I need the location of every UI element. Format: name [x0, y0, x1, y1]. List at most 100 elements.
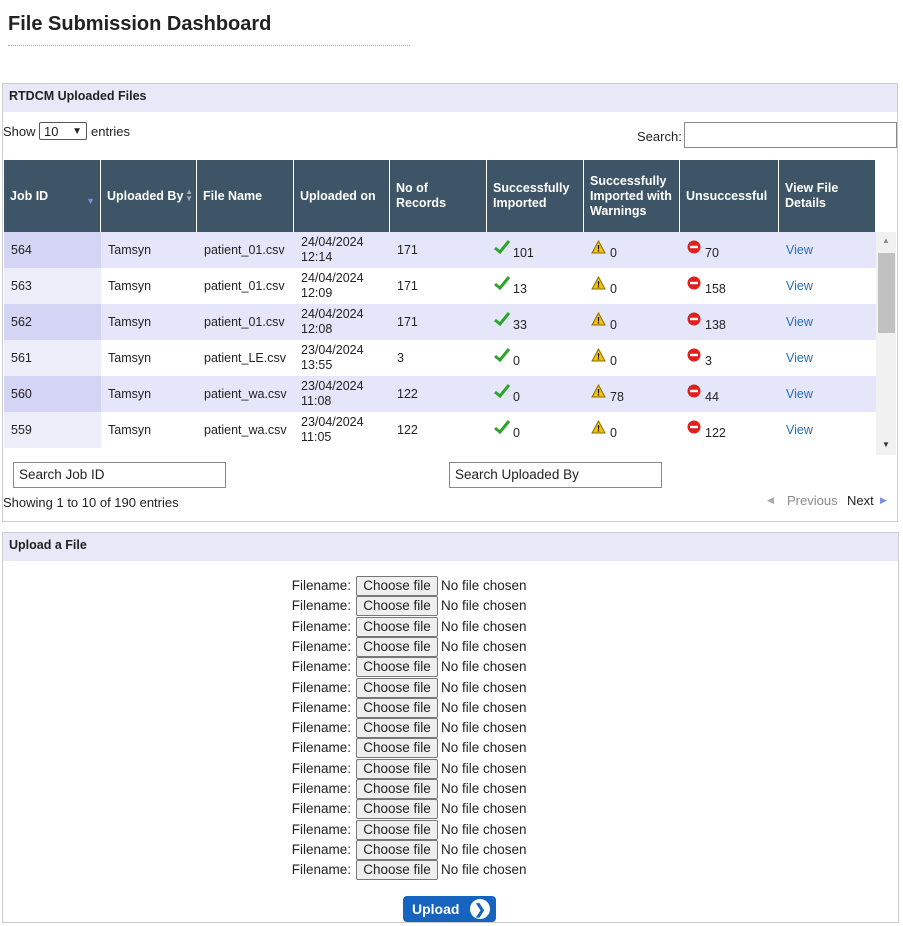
table-cell[interactable]: View [779, 304, 876, 340]
table-cell[interactable]: View [779, 376, 876, 412]
column-header[interactable]: Job ID ▼ [4, 160, 101, 232]
cell-text: 0 [610, 245, 617, 260]
filename-label: Filename: [291, 781, 351, 796]
file-field: Filename: Choose file No file chosen [3, 718, 898, 739]
table-cell: 3 [680, 340, 779, 376]
choose-file-button[interactable]: Choose file [356, 677, 438, 698]
choose-file-button[interactable]: Choose file [356, 839, 438, 860]
column-label: File Name [203, 188, 263, 203]
previous-button[interactable]: Previous [787, 493, 838, 508]
column-header[interactable]: Uploaded By ▲ ▼ [101, 160, 197, 232]
column-label: Job ID [10, 188, 49, 203]
choose-file-button[interactable]: Choose file [356, 799, 438, 820]
table-cell: ! 0 [584, 340, 680, 376]
panel-title: RTDCM Uploaded Files [3, 84, 897, 112]
choose-file-button[interactable]: Choose file [356, 738, 438, 759]
table-cell: 561 [4, 340, 101, 376]
column-header[interactable]: File Name [197, 160, 294, 232]
search-label: Search: [637, 129, 682, 144]
cell-text: patient_wa.csv [204, 422, 287, 437]
choose-file-button[interactable]: Choose file [356, 718, 438, 739]
view-link[interactable]: View [786, 422, 813, 437]
cell-text: 171 [397, 278, 418, 293]
table-cell[interactable]: View [779, 340, 876, 376]
choose-file-button[interactable]: Choose file [356, 616, 438, 637]
upload-label: Upload [412, 901, 460, 917]
cell-text: patient_01.csv [204, 278, 285, 293]
view-link[interactable]: View [786, 386, 813, 401]
choose-file-button[interactable]: Choose file [356, 779, 438, 799]
table-cell[interactable]: View [779, 232, 876, 268]
choose-file-button[interactable]: Choose file [356, 697, 438, 718]
table-body: 564 Tamsyn patient_01.csv 24/04/2024 12:14 1… [4, 232, 876, 455]
table-cell: 33 [487, 304, 584, 340]
file-field: Filename: Choose file No file chosen [3, 860, 898, 881]
filename-label: Filename: [291, 841, 351, 857]
column-label: Successfully Imported [493, 181, 570, 210]
table-cell: 24/04/2024 12:09 [294, 268, 390, 304]
view-link[interactable]: View [786, 278, 813, 293]
file-status: No file chosen [441, 618, 527, 634]
divider [8, 45, 410, 46]
column-header[interactable]: Successfully Imported with Warnings [584, 160, 680, 232]
filename-label: Filename: [291, 638, 351, 654]
table-cell: ! 0 [584, 268, 680, 304]
file-status: No file chosen [441, 760, 527, 776]
cell-text: 0 [513, 353, 520, 368]
view-link[interactable]: View [786, 242, 813, 257]
file-status: No file chosen [441, 821, 527, 837]
cell-text: 0 [610, 353, 617, 368]
cell-text: 0 [513, 389, 520, 404]
file-field: Filename: Choose file No file chosen [3, 657, 898, 678]
column-header[interactable]: Unsuccessful [680, 160, 779, 232]
cell-text: 101 [513, 245, 534, 260]
search-input[interactable] [684, 122, 897, 148]
table-cell: 158 [680, 268, 779, 304]
filename-label: Filename: [291, 659, 351, 675]
column-header[interactable]: View File Details [779, 160, 876, 232]
upload-button[interactable]: Upload ❯ [403, 896, 496, 922]
search-job-id[interactable]: Search Job ID [13, 462, 226, 488]
choose-file-button[interactable]: Choose file [356, 860, 438, 881]
file-field: Filename: Choose file No file chosen [3, 576, 898, 596]
file-status: No file chosen [441, 699, 527, 715]
scrollbar[interactable]: ▲ ▼ [876, 232, 896, 455]
cell-text: 24/04/2024 12:08 [301, 307, 364, 336]
view-link[interactable]: View [786, 350, 813, 365]
table-cell: ! 0 [584, 412, 680, 448]
cell-text: 122 [397, 386, 418, 401]
table-cell: Tamsyn [101, 340, 197, 376]
length-select[interactable]: 10 ▼ [39, 122, 87, 140]
column-header[interactable]: No of Records [390, 160, 487, 232]
choose-file-button[interactable]: Choose file [356, 596, 438, 617]
filename-label: Filename: [291, 699, 351, 715]
column-header[interactable]: Uploaded on [294, 160, 390, 232]
cell-text: 23/04/2024 11:08 [301, 379, 364, 408]
file-field: Filename: Choose file No file chosen [3, 839, 898, 860]
column-label: No of Records [396, 181, 447, 210]
search-uploaded-by[interactable]: Search Uploaded By [449, 462, 662, 488]
table-cell[interactable]: View [779, 412, 876, 448]
choose-file-button[interactable]: Choose file [356, 819, 438, 840]
file-field: Filename: Choose file No file chosen [3, 677, 898, 698]
scroll-thumb[interactable] [878, 253, 895, 333]
choose-file-button[interactable]: Choose file [356, 657, 438, 678]
svg-text:!: ! [597, 316, 600, 326]
choose-file-button[interactable]: Choose file [356, 758, 438, 779]
cell-text: 171 [397, 242, 418, 257]
choose-file-button[interactable]: Choose file [356, 576, 438, 596]
view-link[interactable]: View [786, 314, 813, 329]
table-cell: 122 [390, 412, 487, 448]
cell-text: Tamsyn [108, 350, 152, 365]
column-header[interactable]: Successfully Imported [487, 160, 584, 232]
next-button[interactable]: Next [847, 493, 874, 508]
column-label: Successfully Imported with Warnings [590, 173, 672, 218]
table-cell: 564 [4, 232, 101, 268]
cell-text: Tamsyn [108, 242, 152, 257]
table-cell[interactable]: View [779, 268, 876, 304]
cell-text: 23/04/2024 11:05 [301, 415, 364, 444]
file-status: No file chosen [441, 841, 527, 857]
choose-file-button[interactable]: Choose file [356, 636, 438, 657]
cell-text: 70 [705, 245, 719, 260]
